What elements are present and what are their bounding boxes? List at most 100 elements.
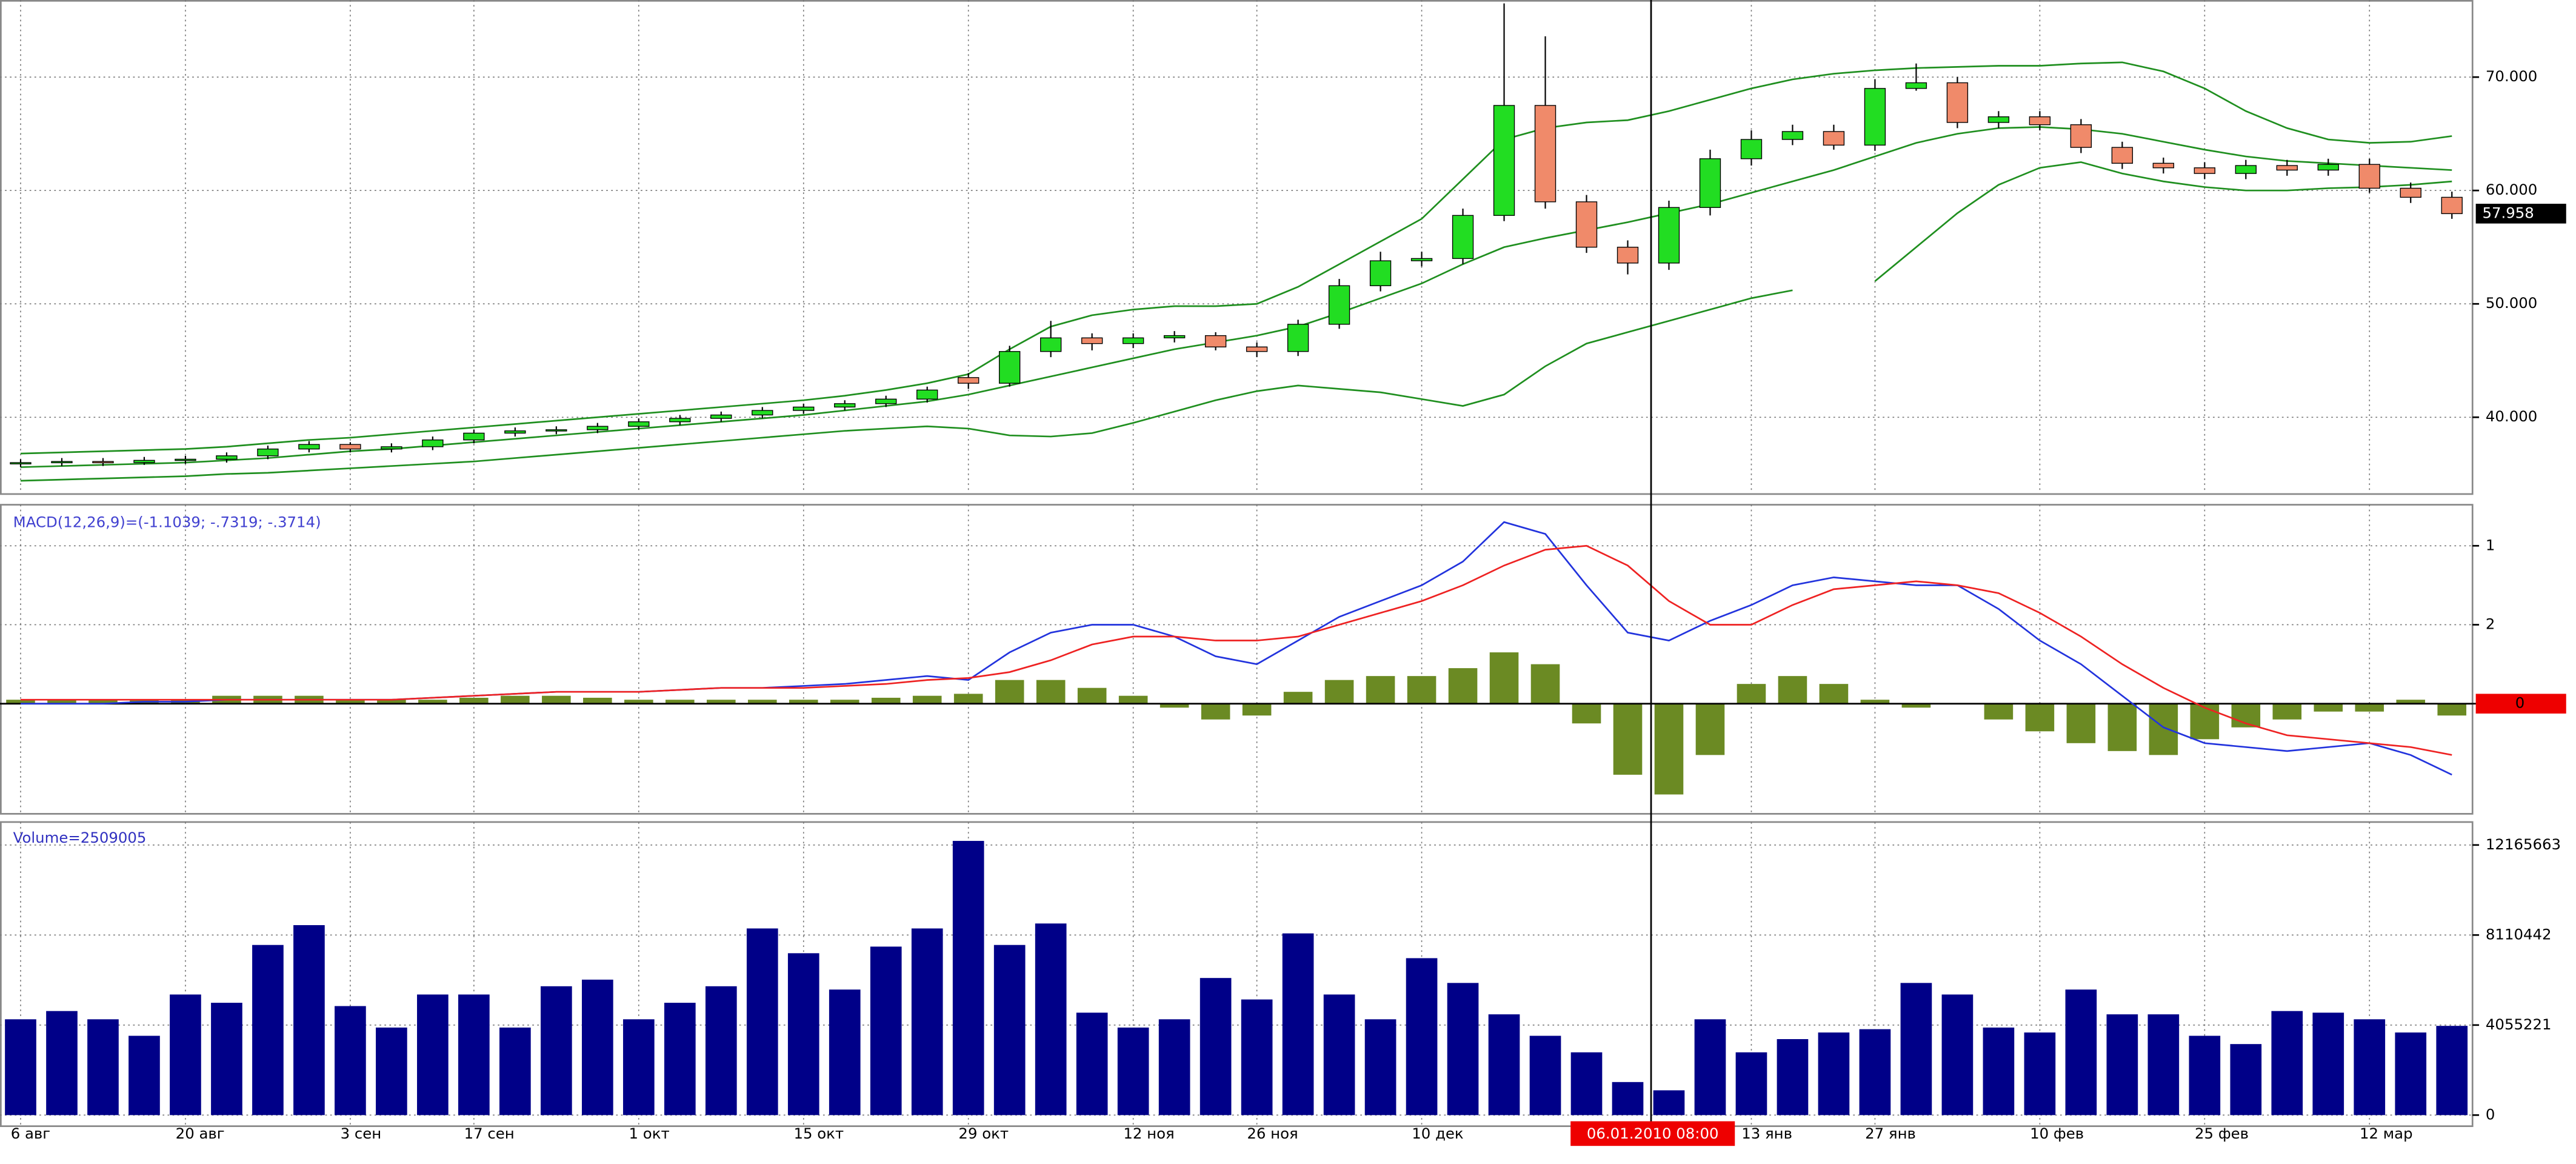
histogram-bar xyxy=(747,700,777,704)
candle-body xyxy=(1081,337,1103,344)
volume-bar xyxy=(1694,1019,1726,1116)
histogram-bar xyxy=(1695,703,1725,755)
volume-bar xyxy=(1323,994,1355,1116)
x-tick-label: 1 окт xyxy=(629,1125,670,1142)
x-tick-label: 10 дек xyxy=(1412,1125,1463,1142)
volume-bar xyxy=(1241,999,1273,1116)
volume-bar xyxy=(1570,1052,1603,1116)
volume-bar xyxy=(2354,1019,2386,1116)
candle-body xyxy=(2441,196,2463,215)
volume-bar xyxy=(5,1019,36,1116)
candle-body xyxy=(628,421,650,427)
volume-bar xyxy=(540,986,572,1116)
histogram-bar xyxy=(542,695,571,704)
volume-bar xyxy=(746,928,778,1116)
volume-bar xyxy=(1200,978,1232,1116)
candle-body xyxy=(1946,82,1969,123)
y-tick-label: 2 xyxy=(2486,615,2495,632)
volume-bar xyxy=(1447,983,1479,1116)
volume-bar xyxy=(2147,1014,2180,1116)
histogram-bar xyxy=(583,697,612,704)
volume-bar xyxy=(870,946,902,1116)
volume-bar xyxy=(2106,1014,2138,1116)
macd-pane xyxy=(0,504,2474,815)
histogram-bar xyxy=(2149,703,2178,755)
candle-body xyxy=(422,439,444,447)
y-tick-label: 12165663 xyxy=(2486,835,2561,853)
histogram-bar xyxy=(1819,684,1849,704)
histogram-bar xyxy=(2355,703,2384,712)
volume-bar xyxy=(829,989,861,1116)
candle-body xyxy=(1040,337,1062,352)
volume-bar xyxy=(293,925,325,1116)
volume-bar xyxy=(46,1011,78,1116)
volume-bar xyxy=(1282,933,1314,1116)
histogram-bar xyxy=(1901,703,1931,708)
histogram-bar xyxy=(1737,684,1766,704)
candle-body xyxy=(669,418,691,423)
candle-body xyxy=(1204,335,1227,347)
histogram-bar xyxy=(6,700,35,704)
histogram-bar xyxy=(1201,703,1230,720)
x-tick-label: 6 авг xyxy=(11,1125,50,1142)
volume-bar xyxy=(581,979,613,1116)
volume-bar xyxy=(252,945,284,1116)
x-tick-label: 26 ноя xyxy=(1247,1125,1298,1142)
candle-body xyxy=(1328,285,1350,325)
histogram-bar xyxy=(88,700,118,704)
histogram-bar xyxy=(1984,703,2014,720)
histogram-bar xyxy=(377,700,406,704)
histogram-bar xyxy=(2314,703,2343,712)
volume-bar xyxy=(376,1027,407,1116)
volume-bar xyxy=(2312,1012,2344,1116)
volume-bar xyxy=(87,1019,119,1116)
volume-bar xyxy=(211,1003,242,1116)
volume-bar xyxy=(1941,994,1974,1116)
x-tick-label: 25 фев xyxy=(2195,1125,2249,1142)
histogram-bar xyxy=(1366,676,1395,704)
candle-body xyxy=(1369,260,1392,286)
y-tick-label: 8110442 xyxy=(2486,925,2552,943)
histogram-bar xyxy=(789,700,818,704)
candle-body xyxy=(2358,164,2380,189)
histogram-bar xyxy=(665,700,695,704)
histogram-bar xyxy=(1118,695,1148,704)
candle-body xyxy=(752,410,773,416)
candle-body xyxy=(504,430,526,434)
candle-body xyxy=(1781,131,1804,140)
volume-bar xyxy=(2436,1026,2468,1116)
candle-body xyxy=(2070,124,2092,148)
candle-body xyxy=(1699,158,1721,208)
volume-bar xyxy=(2024,1032,2056,1116)
x-tick-label: 27 янв xyxy=(1865,1125,1916,1142)
volume-bar xyxy=(499,1027,531,1116)
candle-body xyxy=(216,455,238,460)
histogram-bar xyxy=(2066,703,2096,743)
histogram-bar xyxy=(1283,692,1313,704)
histogram-bar xyxy=(995,680,1024,704)
candle-body xyxy=(92,461,114,464)
x-tick-label: 12 мар xyxy=(2360,1125,2413,1142)
price-pane xyxy=(0,0,2474,495)
histogram-bar xyxy=(706,700,736,704)
histogram-bar xyxy=(1242,703,1272,716)
candle-body xyxy=(2152,162,2175,169)
volume-bar xyxy=(1859,1029,1891,1116)
volume-bar xyxy=(1364,1019,1396,1116)
volume-bar xyxy=(458,994,490,1116)
candle-body xyxy=(958,377,979,384)
x-tick-label: 12 ноя xyxy=(1123,1125,1174,1142)
histogram-bar xyxy=(2025,703,2055,732)
last-price-box xyxy=(2475,204,2566,224)
x-tick-label: 13 янв xyxy=(1741,1125,1792,1142)
candle-body xyxy=(1163,335,1186,339)
candle-body xyxy=(257,448,279,457)
volume-bar xyxy=(1529,1035,1561,1116)
candle-body xyxy=(875,398,897,404)
candle-body xyxy=(1658,207,1680,264)
histogram-bar xyxy=(1489,652,1519,704)
candle-body xyxy=(2276,165,2298,171)
candle-body xyxy=(1452,215,1474,259)
volume-bar xyxy=(2189,1035,2221,1116)
